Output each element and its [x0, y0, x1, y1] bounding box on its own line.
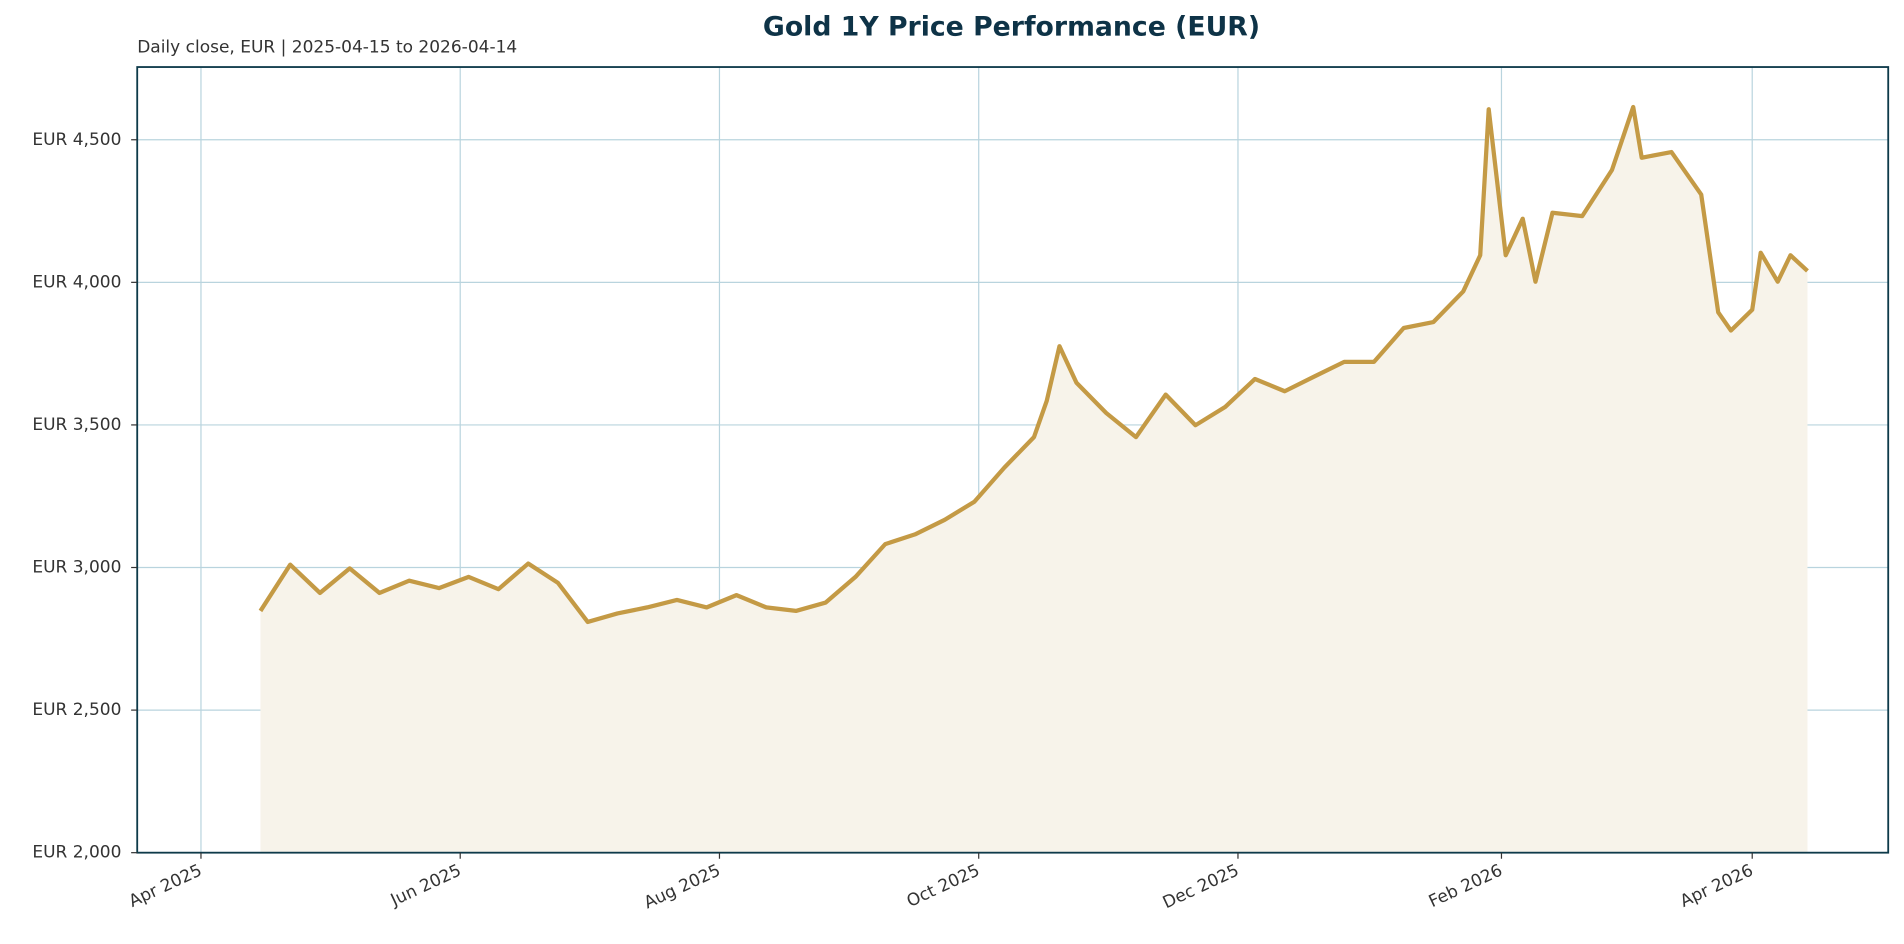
y-tick-label: EUR 3,500: [32, 415, 121, 435]
chart-subtitle: Daily close, EUR | 2025-04-15 to 2026-04…: [137, 38, 517, 58]
chart-title: Gold 1Y Price Performance (EUR): [763, 12, 1260, 43]
plot-frame: [136, 66, 1890, 854]
y-tick-label: EUR 2,500: [32, 700, 121, 720]
x-tick-label: Apr 2025: [126, 861, 205, 912]
y-tick-label: EUR 4,500: [32, 130, 121, 150]
x-tick-label: Dec 2025: [1160, 861, 1242, 914]
y-tick-label: EUR 2,000: [32, 843, 121, 863]
x-tick-label: Apr 2026: [1677, 861, 1756, 912]
x-tick-label: Aug 2025: [641, 861, 724, 914]
area: [260, 106, 1808, 853]
y-tick-label: EUR 3,000: [32, 558, 121, 578]
line: [258, 104, 1809, 625]
x-tick-label: Feb 2026: [1426, 861, 1506, 912]
plot: [258, 104, 1809, 853]
y-tick-label: EUR 4,000: [32, 272, 121, 292]
x-tick-label: Jun 2025: [387, 861, 465, 911]
x-tick-label: Oct 2025: [904, 861, 983, 912]
